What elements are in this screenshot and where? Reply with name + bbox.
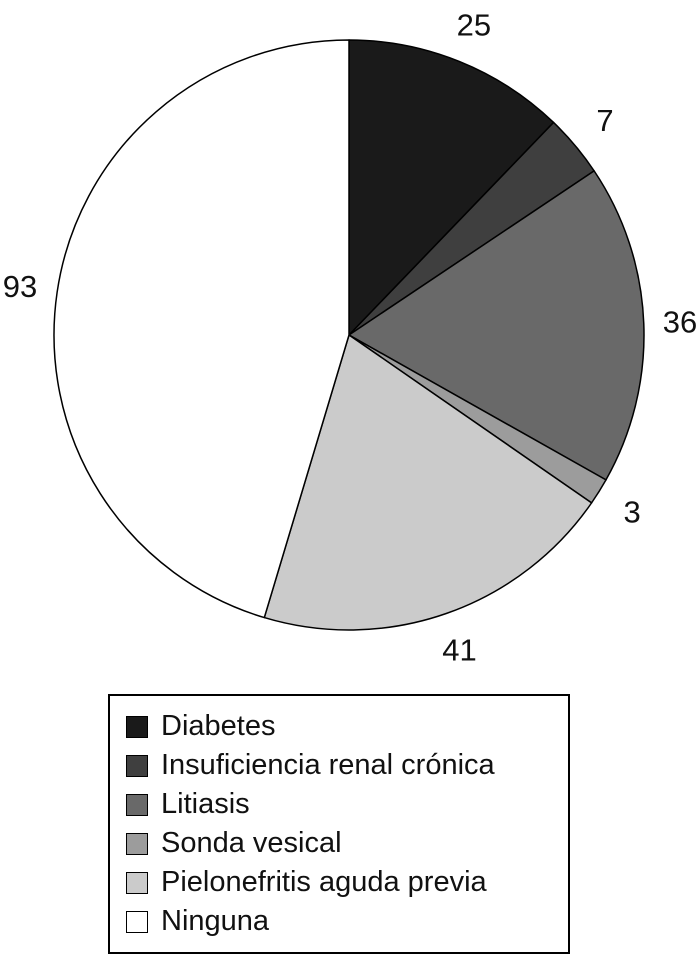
slice-value-label-sonda-vesical: 3 [623,495,640,530]
pie-chart: 25 7 36 3 41 93 [3,8,697,668]
slice-value-label-diabetes: 25 [457,8,491,43]
legend-item-diabetes: Diabetes [126,708,552,745]
pie-slice-pielonefritis-aguda-previa [263,334,593,631]
chart-legend: Diabetes Insuficiencia renal crónica Lit… [108,694,570,954]
legend-label-ninguna: Ninguna [161,905,270,937]
legend-item-litiasis: Litiasis [126,786,552,823]
legend-label-insuficiencia-renal-cronica: Insuficiencia renal crónica [161,749,495,781]
legend-swatch-diabetes [126,715,148,738]
legend-item-sonda-vesical: Sonda vesical [126,825,552,862]
legend-swatch-litiasis [126,793,148,816]
legend-item-insuficiencia-renal-cronica: Insuficiencia renal crónica [126,747,552,784]
legend-label-litiasis: Litiasis [161,788,250,820]
pie-slice-ninguna [53,39,350,619]
legend-swatch-sonda-vesical [126,832,148,855]
pie-slice-diabetes [348,39,555,336]
slice-value-label-litiasis: 36 [663,305,697,340]
slice-value-label-pielonefritis-aguda-previa: 41 [442,633,476,668]
slice-value-label-insuficiencia-renal-cronica: 7 [596,103,613,138]
legend-label-pielonefritis-aguda-previa: Pielonefritis aguda previa [161,866,487,898]
legend-item-ninguna: Ninguna [126,903,552,940]
legend-label-sonda-vesical: Sonda vesical [161,827,342,859]
pie-slice-litiasis [348,170,645,481]
legend-item-pielonefritis-aguda-previa: Pielonefritis aguda previa [126,864,552,901]
legend-swatch-ninguna [126,910,148,933]
legend-label-diabetes: Diabetes [161,710,276,742]
legend-swatch-insuficiencia-renal-cronica [126,754,148,777]
legend-swatch-pielonefritis-aguda-previa [126,871,148,894]
slice-value-label-ninguna: 93 [3,269,37,304]
